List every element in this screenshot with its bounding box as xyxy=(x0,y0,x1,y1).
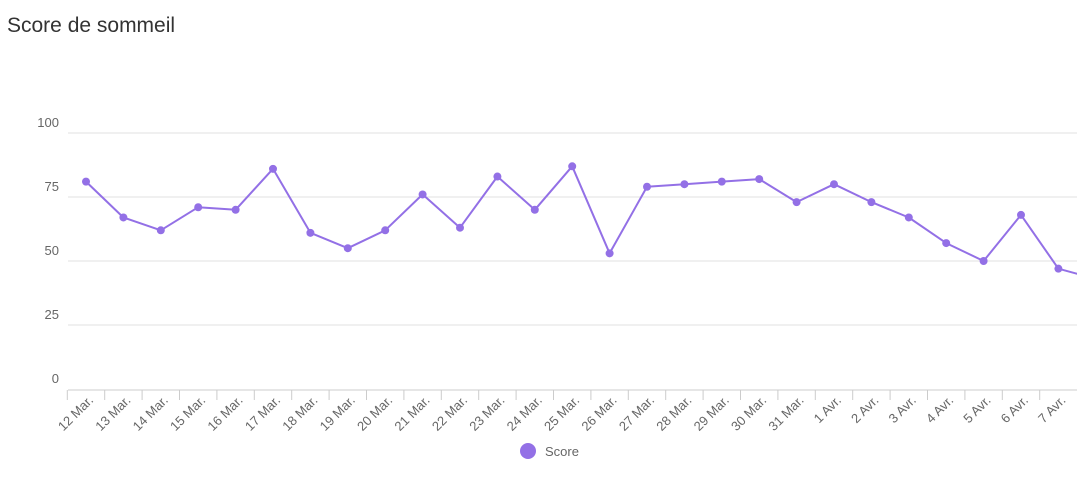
legend-label-score: Score xyxy=(545,443,579,459)
x-tick-label: 23 Mar. xyxy=(466,393,507,434)
data-point xyxy=(1017,210,1025,219)
y-tick-label: 25 xyxy=(45,307,59,322)
data-point xyxy=(82,177,90,186)
y-tick-label: 0 xyxy=(52,371,59,386)
x-tick-label: 19 Mar. xyxy=(317,393,358,434)
data-point xyxy=(942,239,951,248)
data-point xyxy=(306,228,315,237)
data-point xyxy=(493,172,502,181)
data-point xyxy=(792,198,801,207)
x-axis xyxy=(66,389,1077,400)
data-point xyxy=(418,190,427,199)
x-tick-label: 27 Mar. xyxy=(616,393,657,434)
x-axis-ticks: 12 Mar.13 Mar.14 Mar.15 Mar.16 Mar.17 Ma… xyxy=(55,393,1069,434)
data-point xyxy=(269,164,277,173)
data-point xyxy=(717,177,726,186)
x-tick-label: 25 Mar. xyxy=(541,393,582,434)
series-line-score xyxy=(85,165,1077,275)
x-tick-label: 28 Mar. xyxy=(653,393,694,434)
x-tick-label: 17 Mar. xyxy=(242,393,283,434)
data-point xyxy=(119,213,128,222)
x-tick-label: 14 Mar. xyxy=(130,393,171,434)
x-tick-label: 30 Mar. xyxy=(728,393,769,434)
series-score xyxy=(82,162,1077,275)
data-point xyxy=(156,226,165,235)
data-point xyxy=(381,226,390,235)
data-point xyxy=(680,180,689,189)
data-point xyxy=(904,213,913,222)
chart-title: Score de sommeil xyxy=(7,14,176,37)
y-tick-label: 50 xyxy=(45,243,59,258)
grid-lines xyxy=(68,132,1077,326)
data-point xyxy=(867,198,876,207)
data-point xyxy=(755,175,764,184)
data-point xyxy=(343,244,352,253)
x-tick-label: 15 Mar. xyxy=(167,393,208,434)
data-point xyxy=(194,203,203,212)
y-tick-label: 100 xyxy=(37,115,59,130)
x-tick-label: 16 Mar. xyxy=(204,393,245,434)
x-tick-label: 22 Mar. xyxy=(429,393,470,434)
y-tick-label: 75 xyxy=(45,179,59,194)
data-point xyxy=(456,223,464,232)
x-tick-label: 12 Mar. xyxy=(55,393,96,434)
legend-swatch-score xyxy=(520,443,536,459)
x-tick-label: 26 Mar. xyxy=(578,393,619,434)
x-tick-label: 24 Mar. xyxy=(504,393,545,434)
data-point xyxy=(530,205,539,214)
data-point xyxy=(605,249,614,258)
x-tick-label: 29 Mar. xyxy=(691,393,732,434)
data-point xyxy=(830,180,838,189)
data-point xyxy=(231,205,240,214)
data-point xyxy=(1054,264,1063,273)
x-tick-label: 13 Mar. xyxy=(92,393,133,434)
data-point xyxy=(643,182,651,191)
data-point xyxy=(568,162,577,171)
legend[interactable]: Score xyxy=(520,441,579,461)
x-tick-label: 31 Mar. xyxy=(765,393,806,434)
y-axis-ticks: 0 25 50 75 100 xyxy=(37,115,59,386)
data-point xyxy=(979,257,988,265)
x-tick-label: 18 Mar. xyxy=(279,393,320,434)
x-tick-label: 21 Mar. xyxy=(391,393,432,434)
x-tick-label: 20 Mar. xyxy=(354,393,395,434)
